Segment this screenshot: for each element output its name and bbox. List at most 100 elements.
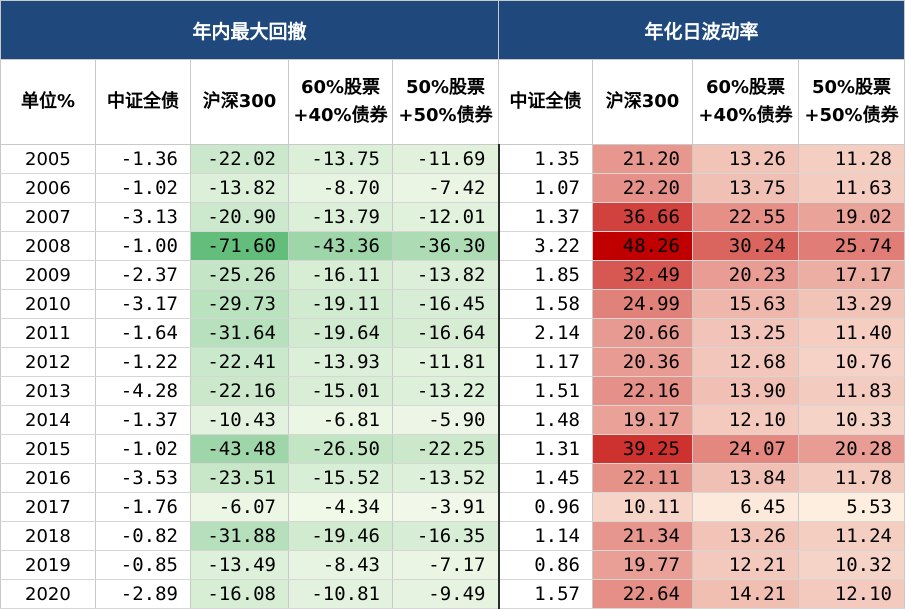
cell-dd-5050: -9.49 (392, 579, 499, 609)
cell-dd-6040: -13.93 (288, 347, 393, 377)
cell-dd-6040: -6.81 (288, 405, 393, 435)
cell-dd-bond: -1.02 (95, 434, 191, 464)
cell-dd-6040: -13.79 (288, 202, 393, 232)
cell-vol-hs300: 22.16 (592, 376, 693, 406)
cell-vol-6040: 13.26 (692, 521, 799, 551)
col-header-dd-hs300: 沪深300 (190, 59, 289, 145)
cell-vol-hs300: 10.11 (592, 492, 693, 522)
cell-year: 2013 (0, 376, 96, 406)
cell-vol-6040: 30.24 (692, 231, 799, 261)
cell-year: 2009 (0, 260, 96, 290)
cell-dd-5050: -12.01 (392, 202, 499, 232)
col-header-dd-5050-line1: 50%股票 (405, 77, 486, 98)
cell-dd-6040: -26.50 (288, 434, 393, 464)
cell-dd-5050: -16.35 (392, 521, 499, 551)
cell-dd-6040: -19.11 (288, 289, 393, 319)
cell-dd-5050: -5.90 (392, 405, 499, 435)
cell-dd-hs300: -13.82 (190, 173, 289, 203)
table-row: 2011 -1.64 -31.64 -19.64 -16.64 2.14 20.66 13.2… (0, 318, 905, 348)
cell-dd-6040: -15.52 (288, 463, 393, 493)
group-header-volatility: 年化日波动率 (498, 0, 905, 60)
cell-vol-6040: 13.84 (692, 463, 799, 493)
cell-vol-5050: 25.74 (798, 231, 905, 261)
cell-vol-bond: 1.58 (497, 289, 593, 319)
cell-vol-hs300: 32.49 (592, 260, 693, 290)
cell-dd-5050: -7.42 (392, 173, 499, 203)
cell-dd-bond: -1.02 (95, 173, 191, 203)
cell-vol-6040: 12.21 (692, 550, 799, 580)
cell-vol-5050: 10.76 (798, 347, 905, 377)
cell-year: 2020 (0, 579, 96, 609)
col-header-dd-6040-line2: +40%债券 (293, 105, 388, 126)
cell-vol-bond: 1.07 (497, 173, 593, 203)
col-header-vol-hs300: 沪深300 (592, 59, 693, 145)
cell-vol-6040: 13.26 (692, 144, 799, 174)
table-row: 2007 -3.13 -20.90 -13.79 -12.01 1.37 36.66 22.5… (0, 202, 905, 232)
cell-vol-6040: 14.21 (692, 579, 799, 609)
cell-year: 2014 (0, 405, 96, 435)
col-header-vol-6040: 60%股票 +40%债券 (692, 59, 799, 145)
cell-vol-5050: 13.29 (798, 289, 905, 319)
cell-vol-hs300: 22.11 (592, 463, 693, 493)
group-header-row: 年内最大回撤 年化日波动率 (0, 0, 905, 60)
cell-dd-6040: -4.34 (288, 492, 393, 522)
cell-vol-bond: 1.17 (497, 347, 593, 377)
col-header-vol-5050-line2: +50%债券 (804, 105, 899, 126)
col-header-vol-bond: 中证全债 (498, 59, 593, 145)
cell-dd-bond: -1.22 (95, 347, 191, 377)
cell-dd-6040: -19.64 (288, 318, 393, 348)
cell-year: 2019 (0, 550, 96, 580)
cell-year: 2018 (0, 521, 96, 551)
cell-dd-5050: -11.81 (392, 347, 499, 377)
cell-vol-5050: 11.28 (798, 144, 905, 174)
col-header-dd-6040: 60%股票 +40%债券 (288, 59, 393, 145)
cell-dd-hs300: -25.26 (190, 260, 289, 290)
cell-dd-hs300: -31.64 (190, 318, 289, 348)
cell-vol-5050: 19.02 (798, 202, 905, 232)
cell-year: 2015 (0, 434, 96, 464)
cell-vol-bond: 1.14 (497, 521, 593, 551)
col-header-dd-5050: 50%股票 +50%债券 (392, 59, 499, 145)
table-row: 2016 -3.53 -23.51 -15.52 -13.52 1.45 22.11 13.8… (0, 463, 905, 493)
cell-dd-hs300: -10.43 (190, 405, 289, 435)
cell-vol-hs300: 19.77 (592, 550, 693, 580)
cell-dd-hs300: -43.48 (190, 434, 289, 464)
cell-dd-hs300: -22.16 (190, 376, 289, 406)
cell-vol-hs300: 21.34 (592, 521, 693, 551)
cell-vol-bond: 1.85 (497, 260, 593, 290)
cell-year: 2008 (0, 231, 96, 261)
cell-year: 2005 (0, 144, 96, 174)
cell-dd-hs300: -22.41 (190, 347, 289, 377)
table-row: 2013 -4.28 -22.16 -15.01 -13.22 1.51 22.16 13.9… (0, 376, 905, 406)
cell-dd-hs300: -22.02 (190, 144, 289, 174)
col-header-vol-6040-line2: +40%债券 (698, 105, 793, 126)
cell-dd-bond: -1.64 (95, 318, 191, 348)
group-header-drawdown: 年内最大回撤 (0, 0, 499, 60)
table-body: 2005 -1.36 -22.02 -13.75 -11.69 1.35 21.20 13.2… (0, 144, 905, 609)
cell-vol-hs300: 21.20 (592, 144, 693, 174)
cell-vol-6040: 13.25 (692, 318, 799, 348)
cell-dd-hs300: -13.49 (190, 550, 289, 580)
cell-vol-hs300: 22.64 (592, 579, 693, 609)
col-header-unit: 单位% (0, 59, 96, 145)
cell-year: 2006 (0, 173, 96, 203)
cell-dd-5050: -3.91 (392, 492, 499, 522)
cell-vol-bond: 1.57 (497, 579, 593, 609)
cell-dd-6040: -43.36 (288, 231, 393, 261)
cell-vol-5050: 11.63 (798, 173, 905, 203)
cell-vol-6040: 15.63 (692, 289, 799, 319)
cell-vol-6040: 13.75 (692, 173, 799, 203)
cell-dd-6040: -10.81 (288, 579, 393, 609)
cell-vol-bond: 1.48 (497, 405, 593, 435)
cell-dd-6040: -8.43 (288, 550, 393, 580)
cell-dd-bond: -1.76 (95, 492, 191, 522)
cell-vol-6040: 24.07 (692, 434, 799, 464)
cell-vol-bond: 3.22 (497, 231, 593, 261)
col-header-dd-6040-line1: 60%股票 (300, 77, 381, 98)
cell-dd-5050: -13.22 (392, 376, 499, 406)
cell-vol-bond: 1.35 (497, 144, 593, 174)
cell-vol-hs300: 20.66 (592, 318, 693, 348)
cell-vol-6040: 22.55 (692, 202, 799, 232)
table-row: 2012 -1.22 -22.41 -13.93 -11.81 1.17 20.36 12.6… (0, 347, 905, 377)
